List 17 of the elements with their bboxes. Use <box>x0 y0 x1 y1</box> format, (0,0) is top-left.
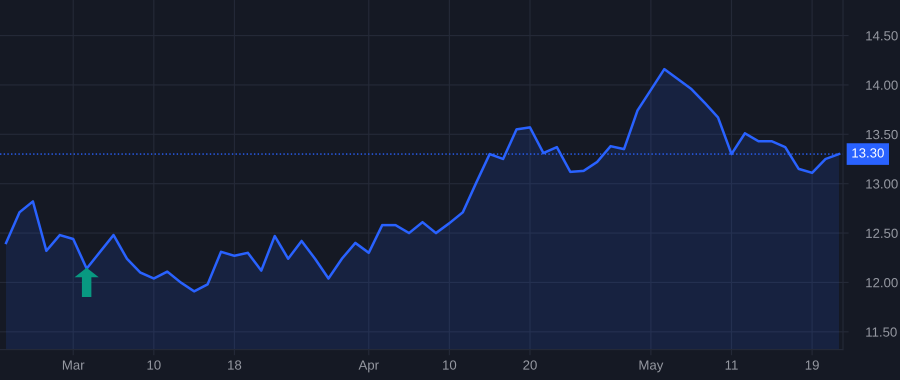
y-tick-label: 14.50 <box>866 31 898 40</box>
y-tick-label: 12.00 <box>866 278 898 288</box>
x-tick-label: Apr <box>358 360 379 372</box>
x-tick-label: 19 <box>806 360 819 370</box>
y-tick-label: 13.50 <box>866 130 898 140</box>
x-tick-label: 18 <box>228 360 242 370</box>
y-tick-label: 14.00 <box>866 80 898 90</box>
x-tick-label: May <box>640 360 664 372</box>
x-tick-label: Mar <box>62 360 84 370</box>
ref-line-label: 13.30 <box>852 148 884 158</box>
y-tick-label: 12.50 <box>866 228 898 238</box>
y-tick-label: 13.00 <box>866 179 898 189</box>
x-tick-label: 20 <box>523 360 537 370</box>
x-tick-label: 10 <box>443 360 456 370</box>
x-tick-label: 11 <box>726 360 738 370</box>
x-tick-label: 10 <box>147 360 161 370</box>
y-tick-label: 11.50 <box>866 327 897 337</box>
